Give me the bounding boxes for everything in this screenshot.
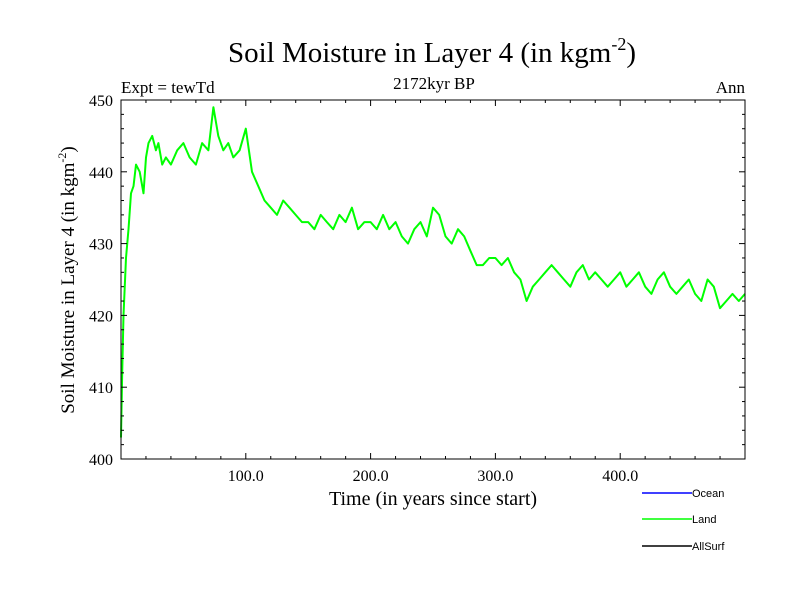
season-label: Ann	[716, 78, 746, 97]
legend-label-ocean: Ocean	[692, 488, 724, 500]
x-tick-label: 400.0	[602, 468, 638, 485]
y-axis-label-main: Soil Moisture in Layer 4 (in kgm	[58, 162, 79, 413]
chart-subtitle: 2172kyr BP	[393, 74, 475, 93]
chart-title: Soil Moisture in Layer 4 (in kgm-2)	[228, 34, 636, 69]
experiment-label: Expt = tewTd	[121, 78, 215, 97]
series-line-land	[120, 106, 746, 438]
y-tick-label: 450	[89, 93, 113, 110]
x-axis-label: Time (in years since start)	[329, 488, 537, 510]
chart-title-close: )	[626, 37, 636, 69]
legend: Ocean Land AllSurf	[642, 488, 725, 553]
legend-label-land: Land	[692, 514, 716, 526]
y-tick-label: 430	[89, 237, 113, 254]
x-tick-label: 200.0	[353, 468, 389, 485]
y-tick-label: 410	[89, 380, 113, 397]
y-tick-label: 440	[89, 165, 113, 182]
y-axis-label-sup: -2	[55, 153, 69, 163]
x-tick-label: 300.0	[477, 468, 513, 485]
y-axis-label: Soil Moisture in Layer 4 (in kgm-2)	[55, 146, 79, 414]
plot-frame	[120, 99, 746, 460]
y-axis-label-close: )	[58, 146, 79, 152]
ticks-layer: 400 410 420 430 440 450 100.0 200.0 300.0 400.0	[89, 93, 745, 485]
chart-title-main: Soil Moisture in Layer 4 (in kgm	[228, 37, 612, 69]
y-tick-label: 400	[89, 452, 113, 469]
legend-label-allsurf: AllSurf	[692, 541, 725, 553]
series-layer	[120, 106, 746, 438]
x-tick-label: 100.0	[228, 468, 264, 485]
y-tick-label: 420	[89, 308, 113, 325]
chart-title-sup: -2	[611, 34, 626, 54]
